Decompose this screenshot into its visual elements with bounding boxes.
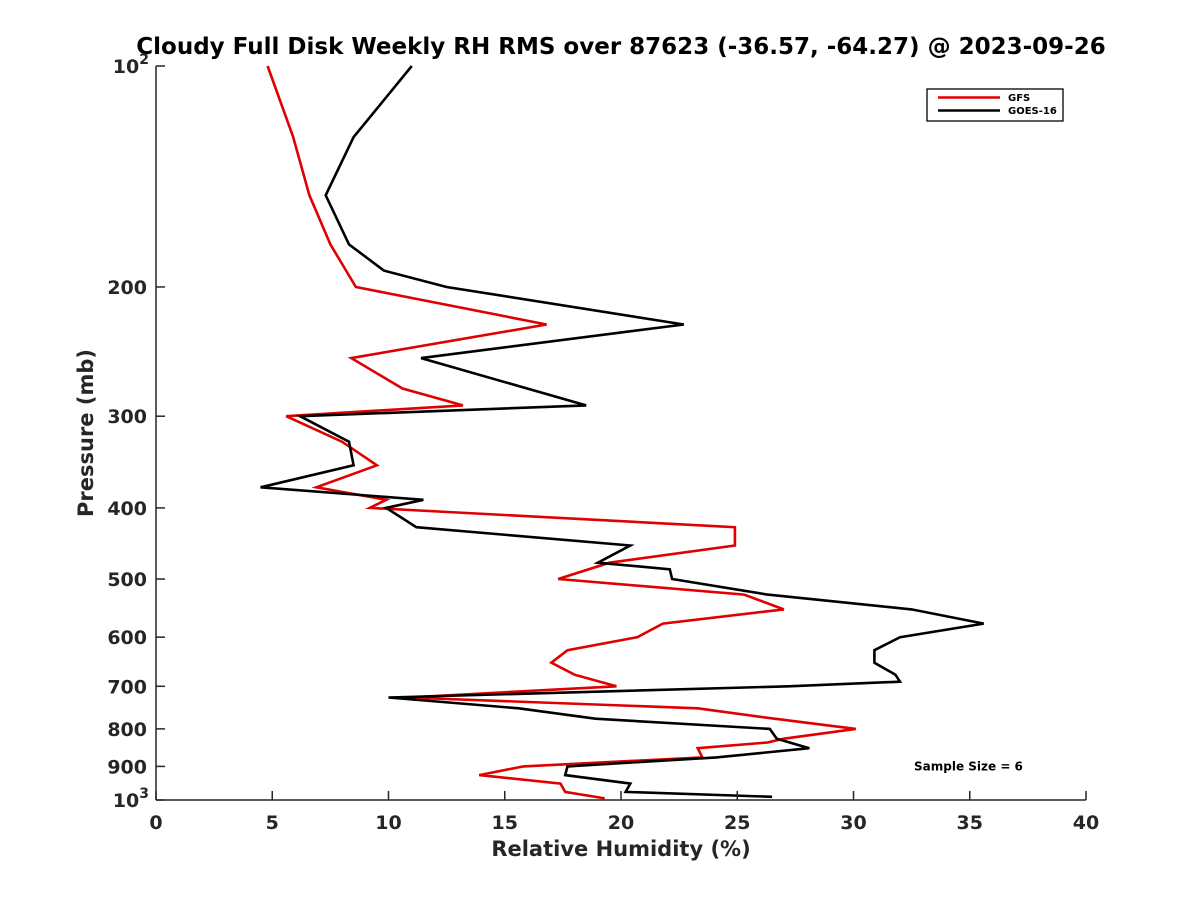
x-tick-label: 30 (840, 812, 866, 834)
x-tick-label: 25 (724, 812, 750, 834)
x-tick-label: 5 (266, 812, 279, 834)
y-axis-ticks: 102 200 300 400 500 600 700 800 900 103 (107, 52, 165, 812)
y-tick-label: 200 (107, 277, 147, 299)
x-tick-label: 15 (492, 812, 518, 834)
x-tick-label: 40 (1073, 812, 1099, 834)
y-tick-label: 103 (113, 786, 149, 812)
x-axis-ticks: 0 5 10 15 20 25 30 35 40 (149, 791, 1099, 834)
y-tick-label: 600 (107, 627, 147, 649)
x-tick-label: 0 (149, 812, 162, 834)
x-axis-title: Relative Humidity (%) (491, 837, 750, 861)
y-tick-label: 500 (107, 569, 147, 591)
series-line-goes16 (260, 65, 984, 799)
y-tick-label: 800 (107, 719, 147, 741)
legend: GFS GOES-16 (926, 88, 1064, 122)
x-tick-label: 35 (957, 812, 983, 834)
y-tick-label: 700 (107, 676, 147, 698)
legend-label-goes16: GOES-16 (1008, 106, 1057, 117)
y-tick-label: 400 (107, 498, 147, 520)
plot-lines (260, 65, 984, 800)
sample-size-annotation: Sample Size = 6 (914, 759, 1023, 773)
y-tick-label: 102 (113, 52, 149, 78)
legend-box (926, 88, 1064, 122)
x-tick-label: 10 (375, 812, 401, 834)
y-tick-label: 300 (107, 406, 147, 428)
legend-label-gfs: GFS (1008, 93, 1030, 104)
x-tick-label: 20 (608, 812, 634, 834)
y-tick-label: 900 (107, 756, 147, 778)
y-axis-title: Pressure (mb) (74, 349, 98, 517)
chart-title: Cloudy Full Disk Weekly RH RMS over 8762… (136, 34, 1105, 60)
series-line-gfs (266, 65, 856, 800)
